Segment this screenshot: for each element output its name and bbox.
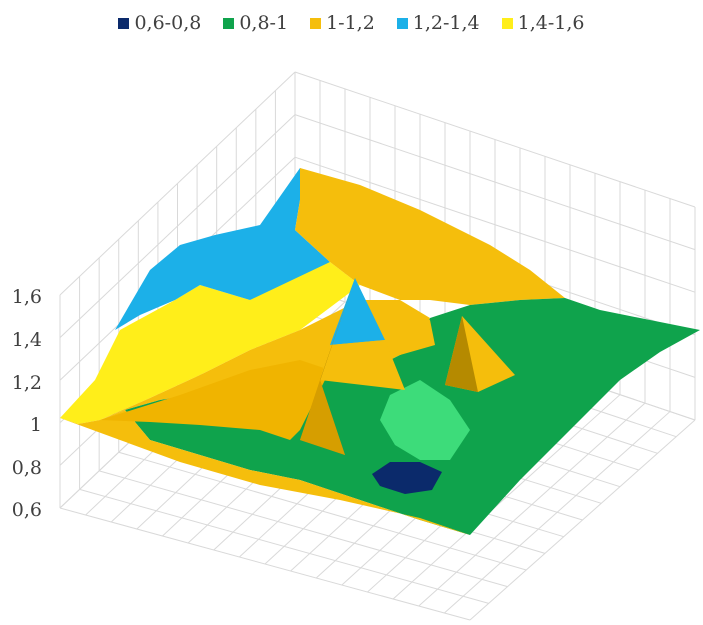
legend-swatch-0-6-0-8 [118,17,130,29]
peak-left-cone-blue [330,278,385,345]
z-tick-label: 1,2 [12,372,42,394]
grid-line-floor [79,488,489,604]
grid-line-floor [99,470,508,588]
z-tick-label: 0,6 [12,499,42,521]
z-tick-label: 0,8 [12,457,42,479]
surface-patch-light-green [380,380,470,460]
grid-line-floor [59,507,471,621]
legend-item-1-4-1-6: 1,4-1,6 [501,12,585,34]
legend-label-0-8-1: 0,8-1 [239,12,289,34]
legend-item-1-2-1-4: 1,2-1,4 [396,12,480,34]
surface-patch-orange-fan [100,360,330,440]
peak-center-orange [300,380,345,455]
legend-label-1-2-1-4: 1,2-1,4 [412,12,480,34]
legend-item-0-8-1: 0,8-1 [223,12,288,34]
legend-label-0-6-0-8: 0,6-0,8 [134,12,202,34]
legend-swatch-1-4-1-6 [501,17,513,29]
z-tick-label: 1 [30,414,42,436]
legend-label-1-1-2: 1-1,2 [326,12,375,34]
legend-label-1-4-1-6: 1,4-1,6 [517,12,585,34]
legend-swatch-0-8-1 [223,17,235,29]
z-tick-label: 1,6 [12,286,42,308]
z-tick-label: 1,4 [12,329,42,351]
surface-patch-orange-top [295,168,565,305]
legend-swatch-1-2-1-4 [396,17,408,29]
grid-line-floor [118,451,527,571]
z-axis: 0,6 0,8 1 1,2 1,4 1,6 [12,286,42,521]
surface-patch-orange-front [60,410,470,535]
peak-right-cone-shadow [445,316,478,392]
legend-item-0-6-0-8: 0,6-0,8 [118,12,201,34]
legend-item-1-1-2: 1-1,2 [310,12,375,34]
peaks [300,278,515,455]
legend: 0,6-0,8 0,8-1 1-1,2 1,2-1,4 1,4-1,6 [0,8,703,38]
surface-patch-blue-top [115,168,330,330]
surface-patch-yellow-left [60,262,360,424]
peak-tower-orange [385,320,435,355]
peak-left-cone-orange [320,340,405,390]
legend-swatch-1-1-2 [310,17,322,29]
surface [60,168,700,535]
surface-patch-dark-basin [372,462,442,494]
